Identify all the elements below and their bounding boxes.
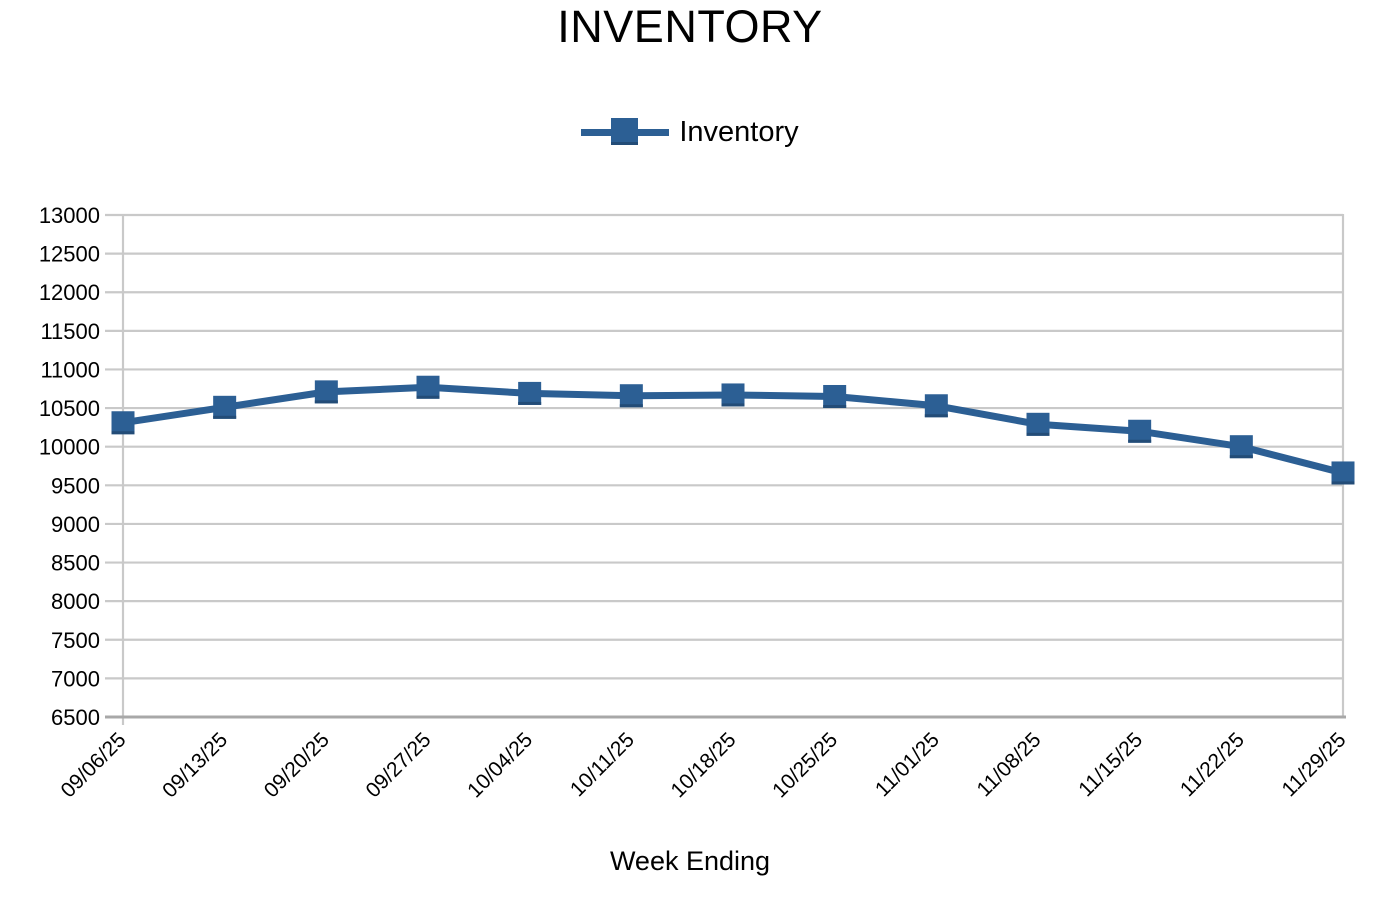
data-point-marker-edge	[1331, 481, 1355, 485]
data-point-marker-edge	[1026, 432, 1050, 436]
data-point-marker	[1331, 461, 1355, 485]
data-point-marker-edge	[213, 415, 237, 419]
x-tick-label: 09/20/25	[260, 728, 334, 802]
x-tick-label: 09/13/25	[158, 728, 232, 802]
data-point-marker-edge	[823, 404, 847, 408]
legend-square-marker-icon	[611, 118, 639, 145]
data-point-marker-edge	[314, 400, 338, 404]
x-tick-label: 09/27/25	[361, 728, 435, 802]
data-point-marker-edge	[1128, 439, 1152, 443]
data-point-marker	[213, 395, 237, 419]
data-point-marker-edge	[924, 414, 948, 418]
data-point-marker	[1229, 435, 1253, 459]
y-tick-label: 10500	[39, 396, 100, 421]
legend-line-marker-icon	[581, 118, 670, 146]
data-point-marker	[111, 411, 135, 435]
x-tick-label: 10/25/25	[768, 728, 842, 802]
data-point-marker-edge	[518, 401, 542, 405]
x-tick-label: 11/08/25	[973, 728, 1046, 801]
y-tick-label: 10000	[39, 435, 100, 460]
y-tick-label: 12000	[39, 280, 100, 305]
y-tick-label: 12500	[39, 242, 100, 267]
data-point-marker	[416, 375, 440, 399]
data-point-marker	[518, 381, 542, 405]
data-point-marker	[314, 380, 338, 404]
data-point-marker	[619, 384, 643, 408]
x-axis-title: Week Ending	[609, 846, 771, 876]
x-tick-label: 11/22/25	[1176, 728, 1249, 801]
legend: Inventory	[0, 110, 1380, 154]
data-point-marker-edge	[416, 395, 440, 399]
data-point-marker	[924, 394, 948, 418]
data-point-marker	[1128, 419, 1152, 443]
y-tick-label: 11500	[40, 319, 100, 344]
y-tick-label: 8500	[51, 551, 100, 576]
data-point-marker-edge	[111, 431, 135, 435]
legend-label: Inventory	[679, 115, 799, 148]
x-tick-label: 11/29/25	[1278, 728, 1351, 801]
x-tick-label: 10/04/25	[463, 728, 537, 802]
data-point-marker	[823, 384, 847, 408]
y-tick-label: 13000	[39, 203, 100, 228]
x-tick-label: 10/18/25	[666, 728, 740, 802]
data-point-marker	[1026, 412, 1050, 436]
data-point-marker	[721, 383, 745, 407]
data-point-marker-edge	[1229, 455, 1253, 459]
x-tick-label: 11/15/25	[1074, 728, 1147, 801]
data-point-marker-edge	[721, 403, 745, 407]
x-tick-label: 10/11/25	[566, 728, 639, 801]
y-tick-label: 11000	[40, 357, 100, 382]
x-tick-label: 11/01/25	[871, 728, 944, 801]
y-tick-label: 9500	[51, 473, 100, 498]
chart-title: INVENTORY	[557, 1, 823, 52]
y-tick-label: 8000	[51, 589, 100, 614]
y-tick-label: 9000	[51, 512, 100, 537]
data-point-marker-edge	[619, 404, 643, 408]
x-tick-label: 09/06/25	[56, 728, 130, 802]
y-tick-label: 7500	[51, 628, 100, 653]
y-tick-label: 6500	[51, 705, 100, 730]
y-tick-label: 7000	[51, 666, 100, 691]
